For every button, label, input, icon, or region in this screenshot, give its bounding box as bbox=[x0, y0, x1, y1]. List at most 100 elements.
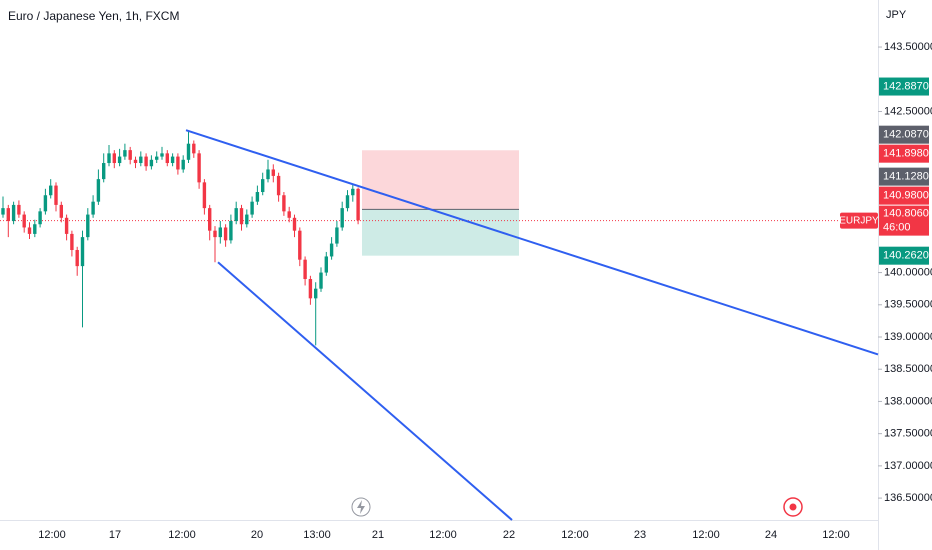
price-tag bbox=[879, 125, 929, 144]
candle-body bbox=[170, 156, 175, 164]
candle-body bbox=[96, 179, 101, 202]
time-label: 12:00 bbox=[38, 529, 66, 541]
candle-body bbox=[208, 208, 212, 231]
time-label: 13:00 bbox=[303, 529, 331, 541]
price-tag-label: 142.08700 bbox=[883, 129, 932, 141]
candle-body bbox=[223, 227, 228, 241]
lightning-icon[interactable] bbox=[351, 497, 371, 517]
candle-body bbox=[298, 230, 302, 260]
candle-body bbox=[261, 179, 265, 193]
candle-body bbox=[340, 208, 344, 228]
price-tag-label: 140.80600 bbox=[883, 208, 932, 220]
symbol-tag bbox=[840, 212, 878, 229]
candle-body bbox=[64, 217, 69, 234]
candle-body bbox=[234, 208, 238, 222]
price-tick-label: 138.00000 bbox=[884, 395, 932, 407]
candle-body bbox=[356, 188, 360, 221]
candle-body bbox=[86, 214, 90, 238]
candle-body bbox=[282, 195, 286, 212]
price-tick-label: 137.00000 bbox=[884, 460, 932, 472]
candle-body bbox=[11, 204, 16, 222]
candle-body bbox=[192, 143, 196, 154]
candle-body bbox=[102, 163, 106, 180]
time-label: 22 bbox=[503, 529, 515, 541]
trendline bbox=[217, 261, 513, 521]
time-label: 17 bbox=[109, 529, 121, 541]
candle-body bbox=[107, 153, 111, 164]
candle-body bbox=[276, 175, 281, 196]
currency-label: JPY bbox=[886, 9, 907, 21]
candle-body bbox=[49, 185, 53, 196]
candle-body bbox=[59, 204, 63, 218]
candle-body bbox=[239, 208, 244, 225]
candle-body bbox=[1, 208, 5, 215]
candle-body bbox=[123, 150, 127, 157]
candle-body bbox=[91, 201, 95, 215]
target-zone bbox=[362, 209, 519, 256]
time-label: 21 bbox=[372, 529, 384, 541]
candle-body bbox=[117, 156, 122, 164]
trendline bbox=[185, 129, 879, 356]
candle-body bbox=[70, 233, 74, 251]
time-label: 20 bbox=[251, 529, 263, 541]
price-tag-label: 141.12800 bbox=[883, 171, 932, 183]
price-tag bbox=[879, 246, 929, 265]
candle-body bbox=[165, 153, 169, 164]
stop-zone bbox=[362, 150, 519, 210]
candle-body bbox=[345, 195, 350, 209]
candle-body bbox=[351, 188, 355, 196]
price-tag-label: 140.26200 bbox=[883, 250, 932, 262]
time-label: 12:00 bbox=[692, 529, 720, 541]
price-tag bbox=[879, 186, 929, 205]
time-label: 23 bbox=[634, 529, 646, 541]
candle-body bbox=[149, 159, 154, 167]
candle-body bbox=[176, 156, 180, 170]
price-tick-label: 140.00000 bbox=[884, 266, 932, 278]
candle-body bbox=[266, 169, 270, 180]
candle-body bbox=[22, 214, 26, 228]
price-tick-label: 142.50000 bbox=[884, 105, 932, 117]
time-label: 24 bbox=[765, 529, 777, 541]
candle-body bbox=[128, 150, 132, 160]
candle-body bbox=[144, 156, 148, 167]
event-icon-glyph bbox=[357, 500, 365, 514]
candle-body bbox=[155, 156, 159, 160]
chart-title: Euro / Japanese Yen, 1h, FXCM bbox=[8, 9, 179, 23]
candle-body bbox=[314, 288, 318, 299]
candle-body bbox=[308, 279, 313, 299]
candle-body bbox=[213, 230, 217, 238]
candle-body bbox=[33, 224, 37, 234]
candle-body bbox=[160, 153, 164, 157]
candle-body bbox=[255, 192, 260, 202]
candle-body bbox=[139, 156, 143, 164]
candle-body bbox=[329, 243, 334, 257]
candle-body bbox=[271, 169, 275, 176]
candle-body bbox=[324, 256, 328, 273]
time-label: 12:00 bbox=[822, 529, 850, 541]
candle-body bbox=[287, 211, 291, 218]
price-tick-label: 139.00000 bbox=[884, 331, 932, 343]
price-tag-label: 142.88700 bbox=[883, 80, 932, 92]
candle-body bbox=[335, 227, 339, 244]
candle-body bbox=[38, 211, 42, 225]
candle-body bbox=[75, 250, 79, 267]
price-tick-label: 138.50000 bbox=[884, 363, 932, 375]
candle-body bbox=[250, 201, 254, 215]
candle-body bbox=[43, 195, 48, 212]
price-tag-label: 141.89800 bbox=[883, 148, 932, 160]
time-label: 12:00 bbox=[168, 529, 196, 541]
symbol-tag-label: EURJPY bbox=[839, 215, 879, 226]
countdown-label: 46:00 bbox=[883, 222, 911, 234]
candle-body bbox=[181, 159, 185, 170]
candle-body bbox=[80, 237, 85, 267]
time-label: 12:00 bbox=[561, 529, 589, 541]
candle-body bbox=[245, 214, 249, 225]
price-tick-label: 143.50000 bbox=[884, 41, 932, 53]
price-tick-label: 137.50000 bbox=[884, 428, 932, 440]
candle-body bbox=[6, 208, 10, 222]
event-marker[interactable] bbox=[783, 497, 803, 517]
price-tag bbox=[879, 205, 929, 236]
candle-body bbox=[186, 143, 191, 160]
